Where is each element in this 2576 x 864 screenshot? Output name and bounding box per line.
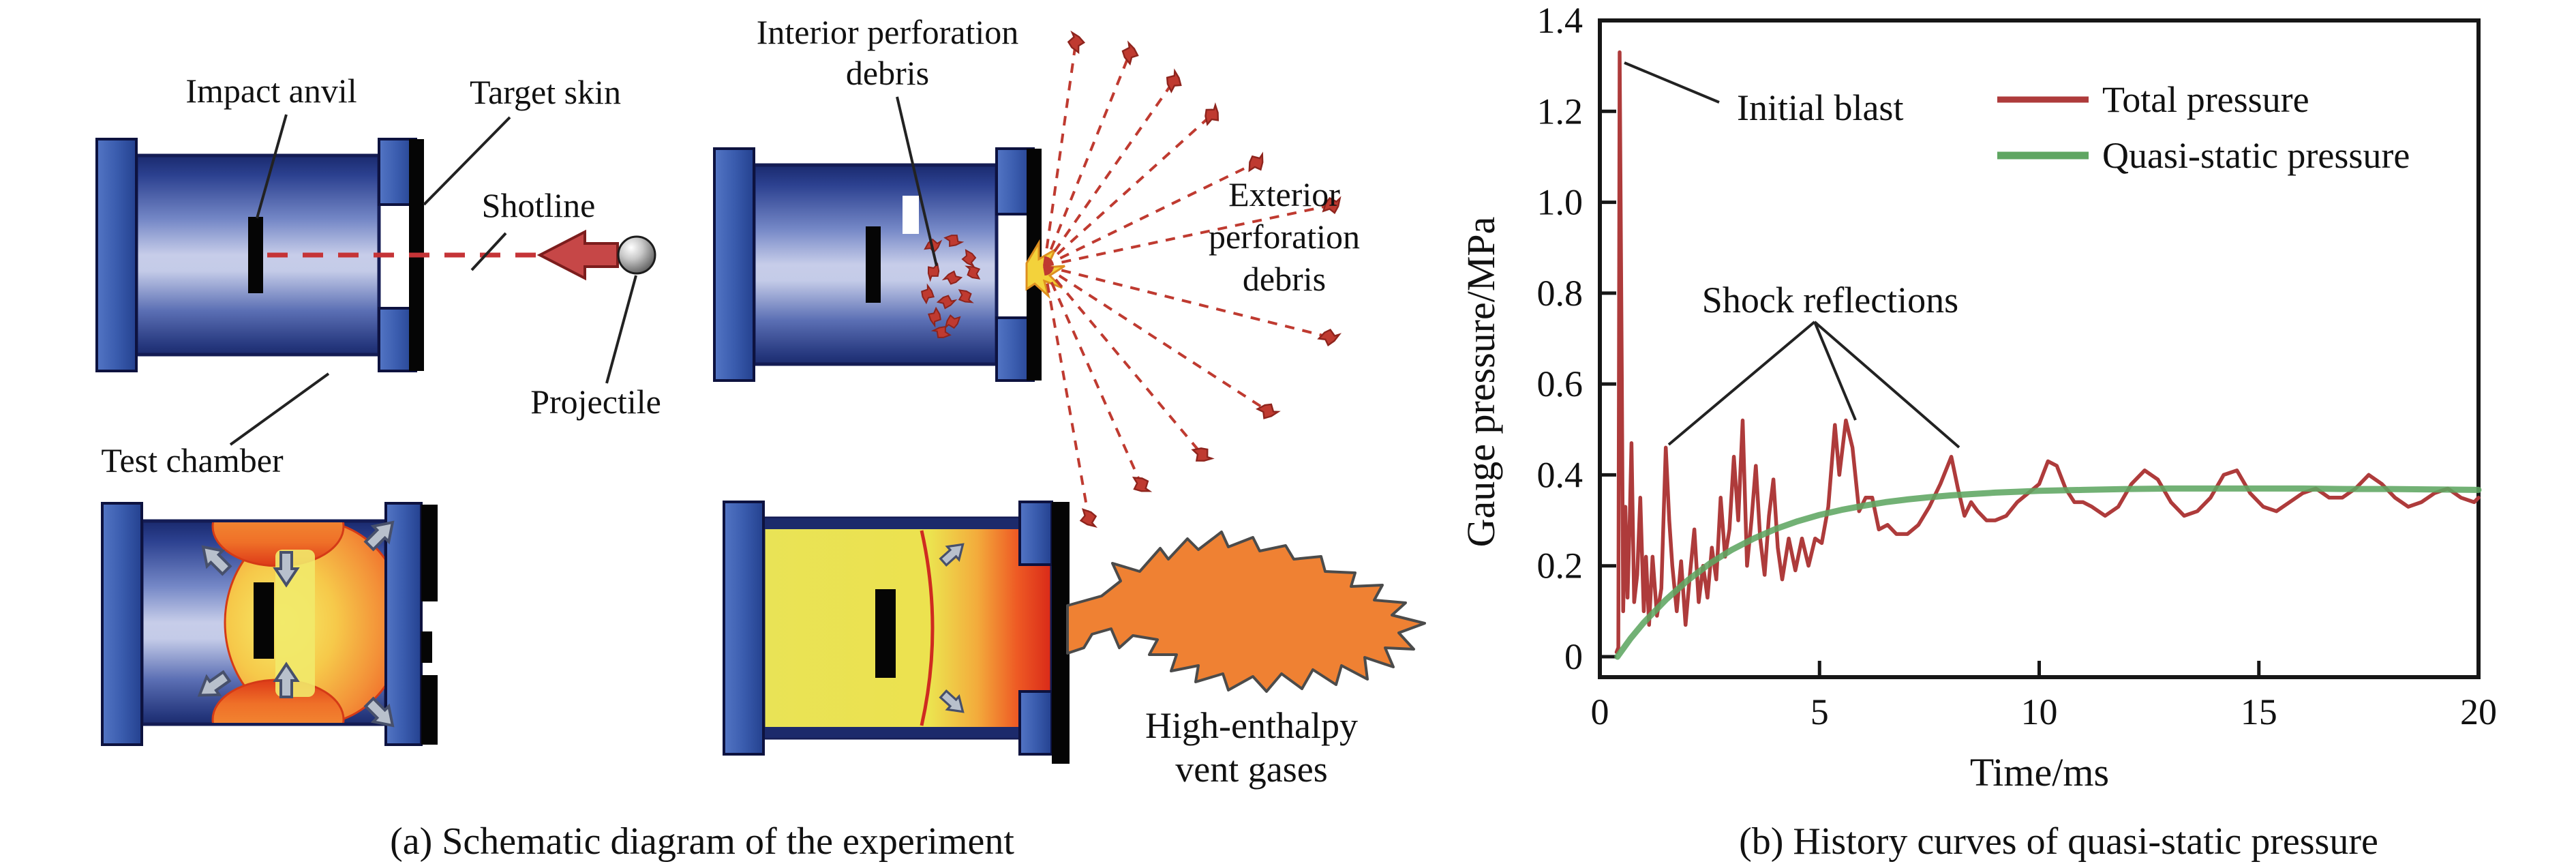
left-flange [101, 502, 143, 746]
x-tick-label: 5 [1810, 691, 1829, 732]
exterior-debris-bit [1129, 472, 1153, 498]
y-tick-label: 1.2 [1537, 91, 1584, 132]
impact-anvil-leader [256, 114, 288, 219]
y-tick-label: 0 [1564, 636, 1583, 677]
shotline-leader [470, 232, 507, 271]
panel-a-schematic: Impact anvil Target skin Shotline Projec… [95, 13, 1426, 863]
vent-gases-label-line1: High-enthalpy [1145, 705, 1358, 746]
y-tick-label: 0.4 [1537, 454, 1584, 495]
chart-legend: Total pressure Quasi-static pressure [1997, 79, 2410, 176]
y-axis-title: Gauge pressure/MPa [1459, 217, 1503, 548]
initial-blast-annotation: Initial blast [1737, 87, 1903, 128]
shock-front-line [920, 530, 935, 726]
left-flange [723, 501, 765, 756]
x-axis-title: Time/ms [1970, 750, 2109, 794]
shock-reflections-leaders [1667, 321, 1960, 449]
exterior-debris-bit [1118, 41, 1142, 66]
exterior-debris-bit [1189, 441, 1215, 468]
y-tick-label: 1.0 [1537, 182, 1584, 223]
right-flange [384, 502, 423, 746]
debris-trajectory [1043, 265, 1090, 518]
exterior-debris-label-line2: perforation [1209, 218, 1360, 256]
chamber-body [761, 516, 1054, 740]
projectile-label: Projectile [530, 383, 661, 421]
shotline-label: Shotline [482, 186, 596, 224]
chart-plot-area: 0 5 10 15 20 0 0.2 0.4 0.6 0.8 1.0 1.2 1.4 [1537, 0, 2498, 732]
debris-trajectory [1043, 114, 1213, 267]
panel-a-caption: (a) Schematic diagram of the experiment [390, 820, 1014, 863]
debris-trajectory [1044, 265, 1329, 338]
target-skin-leader [423, 116, 511, 206]
test-chamber-2 [713, 31, 1344, 530]
debris-trajectory [1043, 53, 1131, 267]
y-tick-label: 0.6 [1537, 363, 1584, 404]
y-tick-label: 0.8 [1537, 273, 1584, 314]
exterior-debris-bit [1317, 327, 1341, 348]
body-top-edge [763, 518, 1052, 529]
panel-b-chart: 0 5 10 15 20 0 0.2 0.4 0.6 0.8 1.0 1.2 1.4 Gauge pre… [1459, 0, 2497, 863]
left-flange [95, 138, 138, 372]
projectile-velocity-arrow [536, 229, 619, 281]
projectile-leader [605, 275, 637, 384]
series-line-total-pressure [1614, 50, 2481, 655]
left-flange [713, 147, 755, 382]
exterior-debris-label-line3: debris [1243, 260, 1326, 298]
impact-anvil-bar [254, 582, 274, 659]
x-tick-label: 0 [1591, 691, 1609, 732]
target-skin-label: Target skin [470, 73, 621, 111]
panel-b-caption: (b) History curves of quasi-static press… [1739, 820, 2378, 863]
interior-debris-label-line2: debris [846, 54, 929, 92]
debris-trajectory [1043, 265, 1203, 456]
exterior-debris-label-line1: Exterior [1228, 175, 1340, 213]
test-chamber-label: Test chamber [101, 441, 284, 479]
debris-trajectory [1044, 204, 1332, 267]
initial-blast-leader [1624, 61, 1720, 104]
debris-trajectory [1043, 42, 1077, 267]
exterior-debris-bit [1161, 68, 1187, 95]
exterior-debris-bit [1066, 31, 1087, 54]
y-tick-label: 0.2 [1537, 546, 1584, 586]
test-chamber-1 [95, 138, 656, 372]
shock-reflections-annotation: Shock reflections [1702, 280, 1958, 321]
projectile-sphere [617, 235, 656, 275]
skin-plate-nub [421, 631, 432, 663]
legend-total-pressure-label: Total pressure [2102, 79, 2309, 120]
vent-gases-label-line2: vent gases [1175, 749, 1327, 790]
test-chamber-leader [229, 372, 330, 446]
x-tick-label: 10 [2021, 691, 2058, 732]
debris-trajectory [1043, 265, 1269, 412]
exterior-debris-bit [1078, 506, 1099, 530]
interior-debris-leader [896, 96, 938, 267]
debris-trajectory [1043, 80, 1175, 267]
skin-plate-top [421, 505, 438, 601]
legend-quasi-static-label: Quasi-static pressure [2102, 135, 2410, 176]
test-chamber-3 [101, 502, 438, 746]
exterior-debris-fan [1043, 31, 1344, 530]
interior-debris-label-line1: Interior perforation [757, 13, 1019, 51]
exterior-debris-bit [1243, 151, 1269, 175]
perforation-hole [903, 196, 919, 234]
right-flange-tab-top [1018, 501, 1053, 566]
plot-frame [1598, 18, 2481, 679]
impact-anvil-label: Impact anvil [185, 72, 357, 110]
y-tick-label: 1.4 [1537, 0, 1584, 41]
x-tick-label: 15 [2241, 691, 2277, 732]
series-line-quasi-static-pressure [1614, 485, 2482, 660]
x-tick-label: 20 [2460, 691, 2497, 732]
exterior-debris-bit [1254, 398, 1281, 424]
impact-anvil-bar [866, 226, 881, 303]
skin-plate-bottom [421, 675, 438, 745]
impact-anvil-bar [248, 217, 263, 293]
right-flange-tab-bottom [1018, 690, 1053, 756]
vent-flame [1066, 531, 1426, 693]
body-bottom-edge [763, 727, 1052, 738]
impact-anvil-bar [875, 589, 896, 678]
debris-trajectory [1043, 265, 1142, 485]
debris-trajectory [1044, 162, 1256, 267]
fireball [211, 522, 384, 723]
test-chamber-4 [723, 501, 1426, 764]
